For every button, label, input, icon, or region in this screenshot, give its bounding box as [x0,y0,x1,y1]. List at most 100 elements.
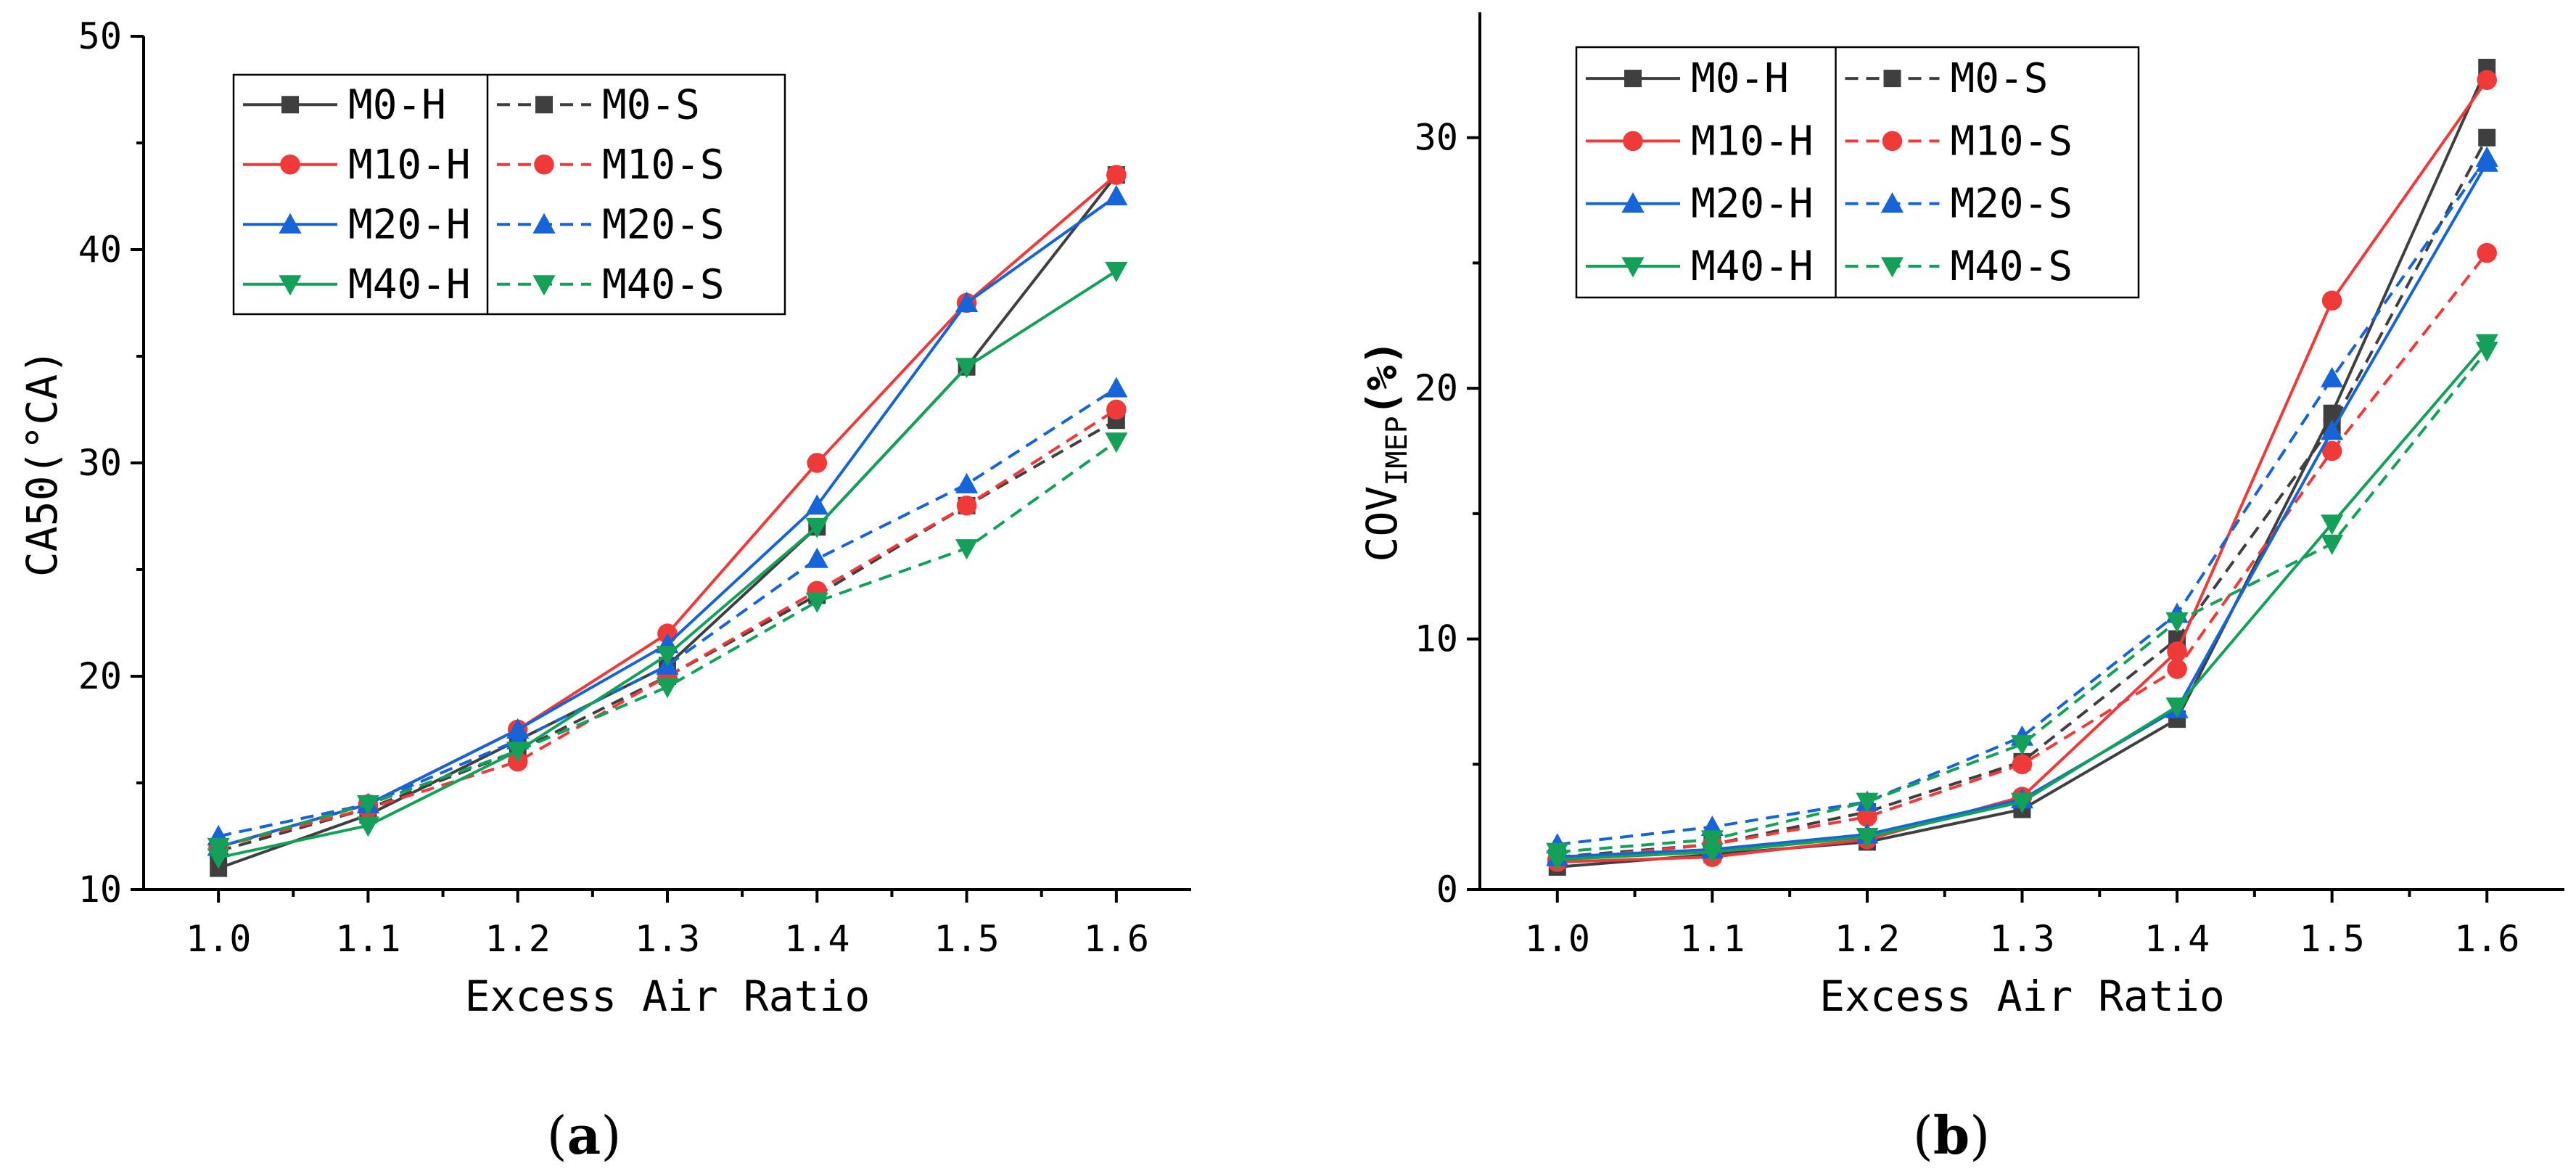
legend-label-M0-S: M0-S [1951,55,2049,102]
x-tick-label: 1.4 [2144,918,2210,960]
legend-label-M20-H: M20-H [1691,181,1814,228]
x-axis-title: Excess Air Ratio [1819,972,2225,1021]
panel-label: (a) [547,1104,622,1166]
legend-label-M20-S: M20-S [602,201,725,248]
legend-label-M10-H: M10-H [348,141,471,189]
panel-label-open: ( [547,1105,567,1166]
y-tick-label: 20 [1415,367,1458,409]
x-tick-label: 1.5 [934,918,999,960]
x-tick-label: 1.0 [186,918,251,960]
legend-marker-M40-S [532,275,556,296]
data-point-M10-H [2321,290,2342,311]
panel-label-close: ) [601,1105,621,1166]
y-axis-title: COVIMEP(%) [1357,340,1414,562]
y-tick-label: 30 [1415,117,1458,159]
legend-marker-M20-S [1880,192,1904,213]
data-point-M40-S [2475,341,2498,362]
panel-label-close: ) [1970,1105,1990,1166]
data-point-M10-H [2477,70,2498,91]
legend-label-M10-S: M10-S [1951,118,2073,165]
data-point-M40-S [1700,830,1724,851]
data-point-M40-S [656,678,679,699]
data-point-M40-H [2321,514,2344,535]
legend-marker-M20-H [279,213,302,234]
data-point-M20-H [955,291,979,312]
panel-label-letter: b [1933,1104,1970,1166]
data-point-M40-H [805,517,828,538]
legend-marker-M40-H [1621,257,1645,278]
y-tick-label: 0 [1436,869,1458,911]
legend-label-M20-S: M20-S [1951,181,2073,228]
data-point-M40-S [506,742,530,763]
x-tick-label: 1.1 [335,918,400,960]
panel-label-letter: a [567,1104,601,1166]
data-point-M0-S [2478,128,2496,147]
legend-marker-M0-S [535,96,553,114]
legend-marker-M40-H [279,275,302,296]
series-line-M20-S [218,387,1117,838]
legend-marker-M40-S [1880,257,1904,278]
data-point-M40-S [1856,792,1879,813]
data-point-M40-H [656,646,679,667]
data-point-M40-S [955,539,979,560]
data-point-M10-H [2167,641,2187,662]
data-point-M40-S [2010,735,2034,756]
data-point-M40-H [2010,792,2034,813]
data-point-M10-S [2477,242,2498,263]
y-axis-title-main: COV [1357,486,1407,562]
data-point-M40-H [2165,697,2189,718]
legend-box [232,73,786,316]
data-point-M10-S [1857,807,1877,827]
y-tick-label: 10 [1415,618,1458,660]
data-point-M20-H [506,718,530,739]
data-point-M10-H [807,453,828,473]
series-line-M40-H [1557,342,2488,861]
legend-label-M10-S: M10-S [602,141,725,189]
legend-label-M40-H: M40-H [1691,243,1814,290]
data-point-M20-S [805,547,828,568]
data-point-M40-S [2321,534,2344,555]
legend-marker-M0-S [1883,70,1901,88]
data-point-M20-S [2321,366,2344,387]
legend-label-M20-H: M20-H [348,201,471,248]
data-point-M10-S [1106,399,1127,420]
legend-label-M0-H: M0-H [1691,55,1789,102]
x-axis-title: Excess Air Ratio [465,972,871,1021]
legend-label-M0-H: M0-H [348,81,446,128]
legend-marker-M10-S [534,154,554,175]
data-point-M10-S [956,496,977,516]
y-tick-label: 50 [78,15,122,57]
y-tick-label: 20 [78,655,122,697]
legend-marker-M0-H [281,96,299,114]
y-axis-title-sub: IMEP [1380,416,1414,485]
legend-label-M40-S: M40-S [602,261,725,308]
x-tick-label: 1.6 [2454,918,2519,960]
x-tick-label: 1.4 [784,918,849,960]
panel-label: (b) [1913,1104,1991,1166]
x-tick-label: 1.2 [485,918,551,960]
x-tick-label: 1.3 [635,918,700,960]
x-tick-label: 1.0 [1525,918,1590,960]
x-tick-label: 1.2 [1835,918,1900,960]
y-tick-label: 10 [78,869,122,911]
legend-label-M10-H: M10-H [1691,118,1814,165]
legend-marker-M10-H [280,154,300,175]
x-tick-label: 1.1 [1679,918,1745,960]
data-point-M20-H [2321,419,2344,440]
x-tick-label: 1.5 [2299,918,2364,960]
legend-box [1575,46,2140,299]
panel-label-open: ( [1913,1105,1933,1166]
y-axis-title-unit: (%) [1357,340,1407,416]
data-point-M10-S [2012,754,2033,775]
legend-marker-M10-S [1882,131,1903,152]
y-tick-label: 40 [78,229,122,271]
chart-a: 10 20 30 40 50 1.0 1.1 1.2 1.3 1.4 1.5 1.6 Excess Ai… [17,15,1191,1166]
data-point-M20-S [955,472,979,493]
x-tick-label: 1.3 [1989,918,2054,960]
data-point-M40-H [1700,842,1724,863]
series-line-M40-H [218,269,1117,859]
series-line-M40-S [1557,350,2488,854]
legend-label-M40-H: M40-H [348,261,471,308]
data-point-M40-S [356,795,380,816]
